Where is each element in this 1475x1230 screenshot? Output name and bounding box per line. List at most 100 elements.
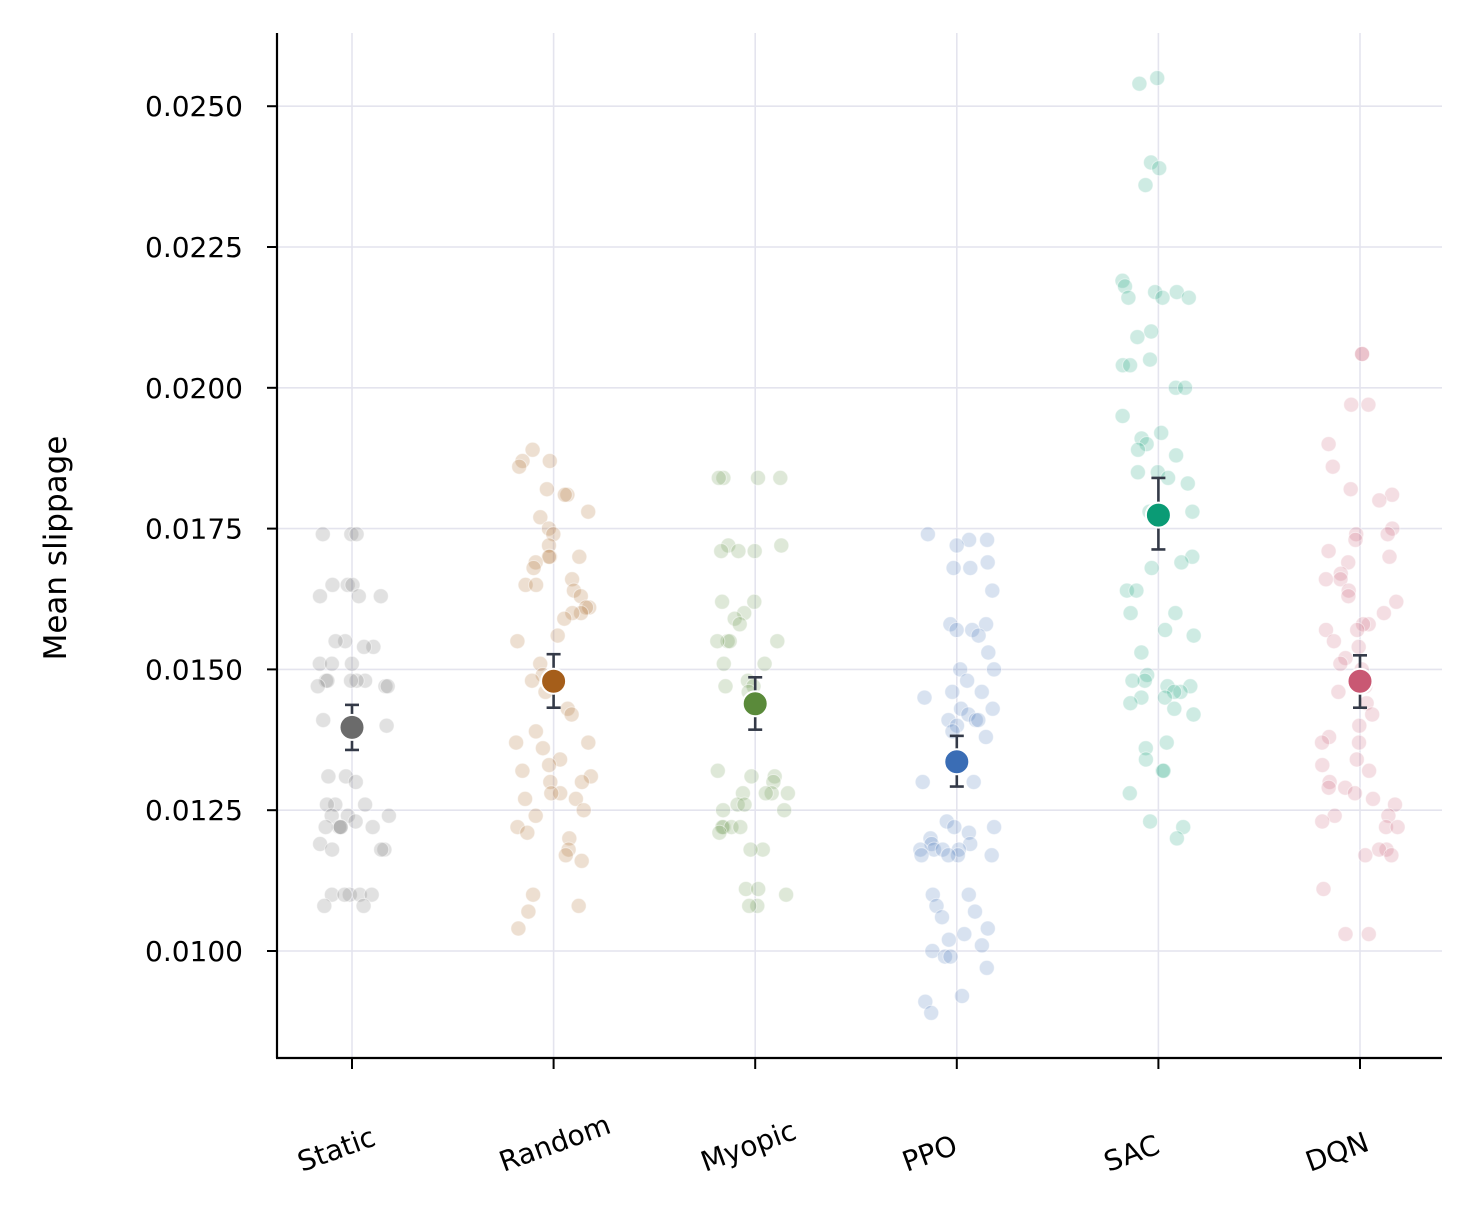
data-point [1157,622,1174,638]
data-point [1143,323,1160,340]
data-point [1168,447,1185,464]
data-point [314,526,331,543]
data-point [934,909,950,926]
data-point [970,627,987,644]
y-ticks: 0.0100 0.0125 0.0150 0.0175 0.0200 0.0225 0.02… [145,90,277,968]
data-point [571,548,588,565]
data-point [541,453,558,469]
data-point [343,655,360,672]
data-point [337,633,354,650]
data-point [564,605,581,622]
data-point [1357,847,1374,864]
data-point [754,841,771,858]
mean-markers [338,501,1374,776]
y-tick-label: 0.0125 [145,794,243,827]
data-point [309,678,326,695]
data-points [309,70,1406,1021]
data-point [1118,582,1135,599]
data-point [757,785,774,802]
data-point [1314,734,1330,751]
data-point [337,768,354,785]
data-point [372,588,389,605]
data-point [538,481,555,498]
data-point [732,819,749,836]
data-point [779,785,796,802]
data-point [749,897,766,914]
data-point [1172,683,1189,700]
x-tick-label: DQN [1301,1125,1373,1178]
data-point [563,706,580,723]
data-point [967,903,983,920]
data-point [750,469,766,486]
data-point [1153,424,1170,441]
data-point [332,819,349,836]
data-point [1320,543,1337,560]
data-point [363,886,380,903]
data-point [756,655,773,672]
y-axis-title: Mean slippage [38,436,74,661]
data-point [1184,503,1201,520]
data-point [1314,813,1331,830]
data-point [524,441,541,458]
data-point [986,661,1002,678]
data-point [737,881,754,897]
data-point [1342,481,1359,498]
x-tick-label: Static [293,1120,380,1178]
data-point [954,988,970,1004]
data-point [511,458,528,475]
data-point [741,897,758,914]
data-point [1151,160,1168,177]
data-point [979,554,996,571]
data-point [527,807,544,824]
data-point [1182,678,1199,695]
data-point [1332,655,1349,672]
mean-marker [1346,667,1374,695]
data-point [731,616,748,633]
data-point [317,819,334,836]
data-point [986,819,1003,836]
data-point [1180,289,1197,306]
data-point [717,678,734,695]
data-point [1131,75,1148,92]
data-point [1129,329,1146,346]
data-point [919,526,936,543]
data-point [541,537,557,554]
data-point [527,723,544,740]
data-point [524,672,540,689]
data-point [1143,560,1160,576]
data-point [1154,289,1171,306]
data-point [541,757,558,774]
y-tick-label: 0.0100 [145,935,243,968]
data-point [1349,622,1366,638]
data-point [746,543,763,560]
data-point [1314,757,1331,774]
x-tick-label: Random [495,1108,615,1179]
x-ticks: Static Random Myopic PPO SAC DQN [293,1058,1373,1179]
x-tick-label: Myopic [696,1114,800,1179]
data-point [709,762,726,779]
data-point [1317,571,1334,588]
mean-marker [943,748,971,776]
data-point [1122,605,1139,622]
data-point [348,672,365,689]
mean-marker [540,667,568,695]
data-point [710,469,727,486]
data-point [1354,346,1371,362]
data-point [736,796,753,813]
data-point [1167,605,1184,622]
data-point [1122,357,1139,374]
data-point [965,774,982,790]
data-point [964,622,981,638]
data-point [1142,351,1158,368]
data-point [509,819,526,836]
data-point [552,785,569,802]
data-point [1320,436,1337,453]
data-point [1128,582,1145,599]
data-point [357,796,374,813]
data-point [356,638,372,655]
data-point [364,819,381,836]
data-point [380,807,397,824]
data-point [1124,672,1141,689]
data-point [1155,762,1172,779]
